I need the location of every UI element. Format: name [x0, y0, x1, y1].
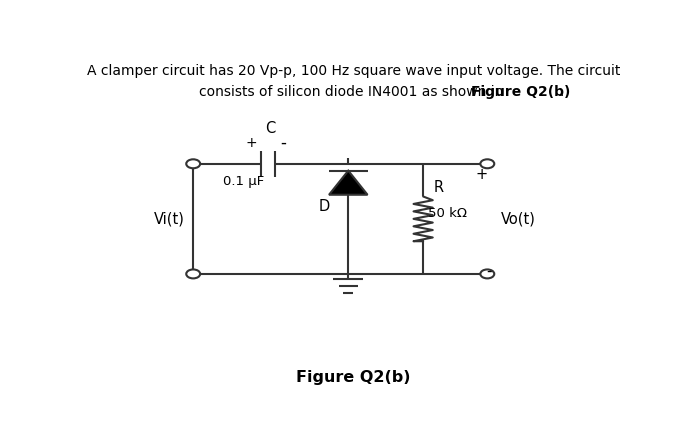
- Text: consists of silicon diode IN4001 as shown in: consists of silicon diode IN4001 as show…: [199, 84, 508, 99]
- Text: .: .: [560, 84, 564, 99]
- Text: -: -: [280, 134, 286, 152]
- Text: 50 kΩ: 50 kΩ: [428, 207, 468, 220]
- Text: R: R: [434, 180, 444, 195]
- Text: +: +: [245, 136, 257, 150]
- Text: D: D: [318, 199, 330, 214]
- Text: Vo(t): Vo(t): [501, 211, 535, 226]
- Text: +: +: [476, 167, 488, 182]
- Text: C: C: [266, 121, 276, 136]
- Polygon shape: [329, 171, 368, 195]
- Text: -: -: [486, 264, 492, 278]
- Text: A clamper circuit has 20 Vp-p, 100 Hz square wave input voltage. The circuit: A clamper circuit has 20 Vp-p, 100 Hz sq…: [87, 64, 620, 78]
- Text: Figure Q2(b): Figure Q2(b): [297, 370, 411, 385]
- Text: 0.1 μF: 0.1 μF: [224, 175, 265, 188]
- Text: Vi(t): Vi(t): [154, 211, 184, 226]
- Text: Figure Q2(b): Figure Q2(b): [471, 84, 571, 99]
